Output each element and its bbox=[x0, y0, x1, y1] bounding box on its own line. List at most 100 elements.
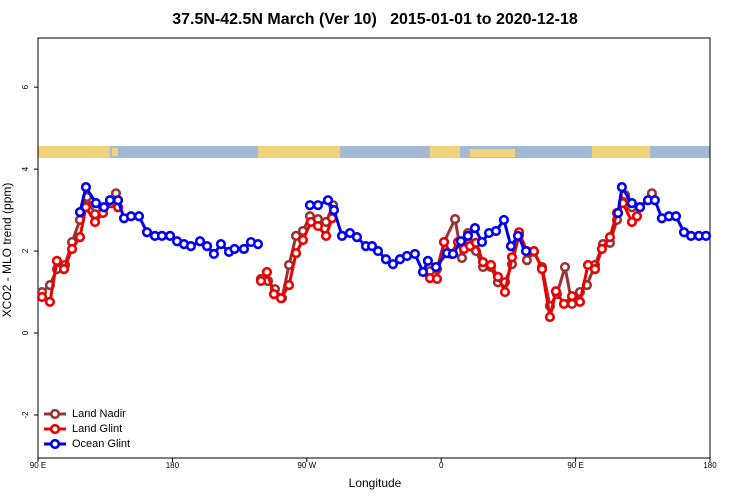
point bbox=[322, 195, 334, 206]
legend: Land Nadir Land Glint Ocean Glint bbox=[44, 408, 130, 450]
y-tick-label: -2 bbox=[21, 411, 30, 419]
point bbox=[520, 245, 532, 257]
point bbox=[604, 232, 616, 243]
x-tick-label: 0 bbox=[439, 461, 444, 470]
point bbox=[283, 279, 295, 291]
point bbox=[125, 211, 137, 222]
point bbox=[98, 202, 110, 213]
point bbox=[261, 266, 273, 278]
point bbox=[344, 227, 356, 239]
point bbox=[559, 261, 571, 273]
point bbox=[229, 243, 240, 255]
point bbox=[649, 195, 660, 206]
point bbox=[74, 207, 86, 218]
y-tick-label: 6 bbox=[21, 84, 30, 89]
legend-label: Ocean Glint bbox=[72, 438, 130, 450]
point bbox=[255, 275, 267, 287]
point bbox=[401, 250, 413, 262]
point bbox=[490, 225, 502, 237]
x-tick-label: 90 E bbox=[567, 461, 583, 470]
point bbox=[238, 243, 250, 255]
point bbox=[626, 198, 637, 209]
y-tick-label: 0 bbox=[21, 330, 30, 335]
point bbox=[447, 248, 459, 260]
point bbox=[430, 261, 442, 273]
point bbox=[297, 234, 309, 246]
point bbox=[305, 216, 317, 228]
point bbox=[104, 195, 116, 206]
point bbox=[456, 252, 468, 264]
point bbox=[58, 264, 70, 275]
point bbox=[544, 311, 556, 323]
point bbox=[372, 245, 384, 257]
point bbox=[164, 230, 176, 242]
point bbox=[492, 271, 504, 282]
point bbox=[536, 264, 548, 275]
point bbox=[550, 286, 561, 297]
point bbox=[528, 245, 540, 257]
point bbox=[431, 273, 443, 285]
point bbox=[422, 255, 434, 267]
point bbox=[304, 200, 316, 211]
point bbox=[51, 255, 63, 267]
point bbox=[320, 230, 332, 242]
point bbox=[631, 211, 643, 222]
point bbox=[438, 236, 450, 248]
point bbox=[499, 286, 511, 298]
point bbox=[485, 259, 497, 271]
point bbox=[44, 296, 56, 307]
point bbox=[336, 230, 348, 242]
point bbox=[476, 236, 488, 248]
point bbox=[268, 288, 280, 300]
series bbox=[36, 198, 643, 323]
point bbox=[574, 296, 586, 307]
point bbox=[112, 195, 124, 206]
point bbox=[351, 232, 363, 243]
point bbox=[215, 239, 227, 250]
point bbox=[380, 254, 392, 265]
point bbox=[312, 220, 324, 232]
point bbox=[80, 182, 92, 193]
point bbox=[498, 214, 510, 226]
point bbox=[328, 204, 340, 216]
point bbox=[449, 214, 461, 225]
x-tick-label: 180 bbox=[703, 461, 717, 470]
x-tick-label: 90 W bbox=[297, 461, 316, 470]
point bbox=[505, 241, 517, 252]
x-tick-label: 180 bbox=[166, 461, 180, 470]
point bbox=[685, 230, 697, 242]
point bbox=[477, 257, 489, 268]
point bbox=[133, 211, 145, 222]
map-strip bbox=[38, 146, 710, 158]
x-tick-label: 90 E bbox=[30, 461, 46, 470]
point bbox=[312, 200, 324, 211]
point bbox=[455, 236, 467, 247]
point bbox=[89, 216, 101, 228]
point bbox=[387, 259, 399, 270]
point bbox=[700, 230, 712, 242]
point bbox=[201, 241, 213, 252]
point bbox=[290, 248, 302, 259]
point bbox=[208, 248, 220, 260]
point bbox=[566, 291, 578, 302]
legend-marker bbox=[49, 438, 61, 450]
y-axis-title: XCO2 - MLO trend (ppm) bbox=[0, 183, 14, 318]
point bbox=[290, 230, 302, 242]
point bbox=[596, 243, 607, 255]
point bbox=[36, 291, 48, 303]
x-axis-title: Longitude bbox=[349, 476, 402, 490]
point bbox=[194, 236, 206, 247]
point bbox=[506, 252, 518, 263]
point bbox=[275, 293, 287, 304]
legend-marker bbox=[49, 408, 61, 420]
point bbox=[66, 243, 78, 255]
point bbox=[141, 227, 153, 238]
point bbox=[634, 202, 646, 213]
point bbox=[252, 239, 264, 250]
series bbox=[74, 182, 712, 278]
point bbox=[582, 259, 594, 271]
legend-label: Land Glint bbox=[72, 423, 122, 435]
point bbox=[156, 230, 168, 242]
plot-frame bbox=[37, 37, 711, 459]
